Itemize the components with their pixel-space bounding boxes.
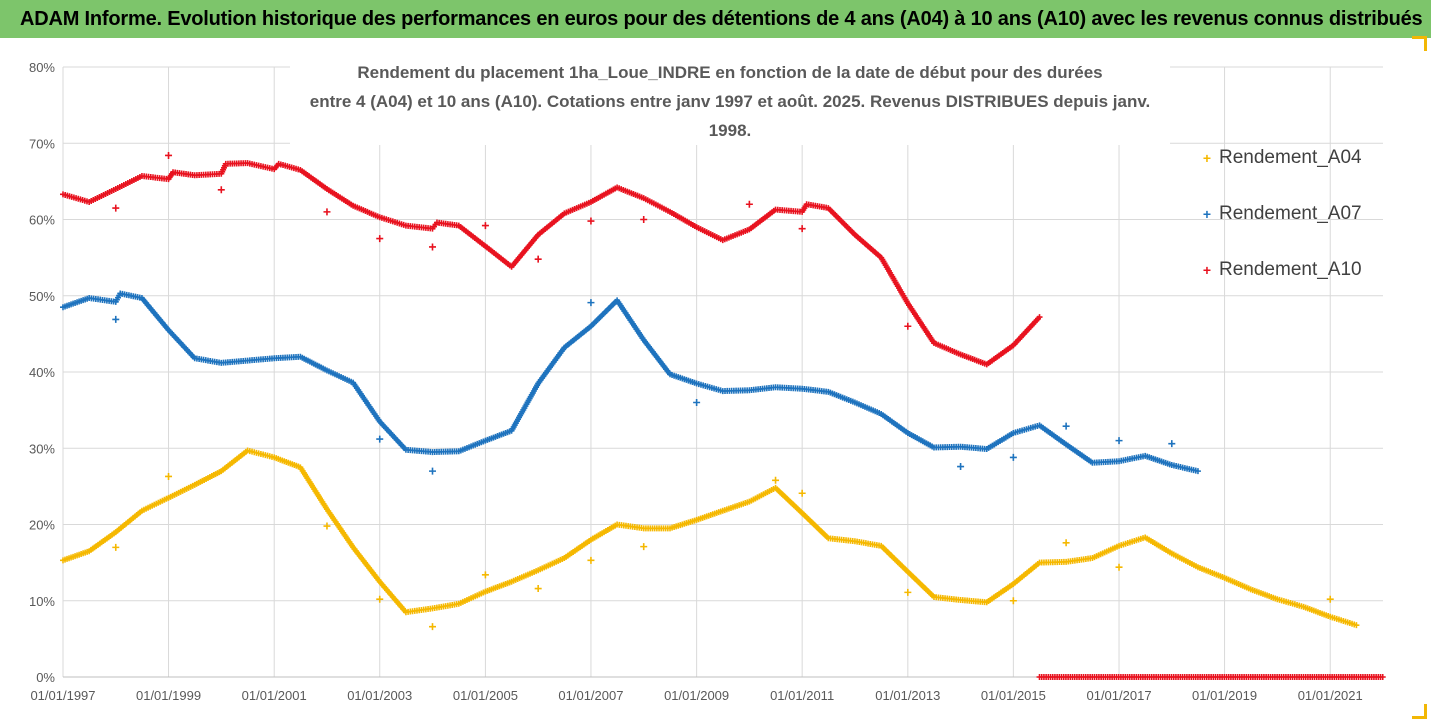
legend-item-a10: + Rendement_A10 [1197, 242, 1387, 298]
y-tick-label: 60% [29, 213, 55, 228]
outlier-point [1009, 597, 1017, 605]
x-tick-label: 01/01/2011 [770, 688, 834, 703]
x-tick-label: 01/01/2007 [558, 688, 623, 703]
data-point [1353, 622, 1360, 629]
axes: 0% 10% 20% 30% 40% 50% 60% 70% 80% 01/01/1997 01/0… [29, 60, 1383, 703]
outlier-point [904, 322, 912, 330]
x-tick-label: 01/01/2019 [1192, 688, 1257, 703]
y-tick-label: 70% [29, 136, 55, 151]
outlier-point [587, 299, 595, 307]
data-points [60, 151, 1386, 680]
grid [62, 66, 1383, 678]
outlier-point [587, 217, 595, 225]
outlier-point [429, 623, 437, 631]
legend-label-a04: Rendement_A04 [1219, 147, 1362, 168]
outlier-point [587, 556, 595, 564]
outlier-point [640, 216, 648, 223]
outlier-point [640, 543, 648, 551]
x-tick-label: 01/01/2003 [347, 688, 412, 703]
chart-title-line2: entre 4 (A04) et 10 ans (A10). Cotations… [309, 92, 1151, 140]
x-tick-label: 01/01/2001 [242, 688, 307, 703]
y-tick-label: 80% [29, 60, 55, 75]
corner-mark-bottom-right [1412, 704, 1427, 719]
outlier-point [957, 463, 965, 471]
corner-mark-top-right [1412, 36, 1427, 51]
chart: 0% 10% 20% 30% 40% 50% 60% 70% 80% 01/01/1997 01/0… [29, 60, 1386, 703]
outlier-point [112, 315, 120, 323]
outlier-point [1062, 422, 1070, 430]
banner-title: ADAM Informe. Evolution historique des p… [20, 7, 1423, 30]
legend-item-a07: + Rendement_A07 [1197, 186, 1387, 242]
legend-item-a04: + Rendement_A04 [1197, 130, 1387, 186]
x-tick-label: 01/01/2015 [981, 688, 1046, 703]
x-tick-label: 01/01/2005 [453, 688, 518, 703]
outlier-point [1009, 453, 1017, 461]
outlier-point [772, 476, 780, 484]
outlier-point [1115, 437, 1123, 445]
legend: + Rendement_A04 + Rendement_A07 + Rendem… [1197, 130, 1387, 298]
outlier-point [534, 585, 542, 593]
outlier-point [1326, 595, 1334, 603]
outlier-point [745, 200, 753, 208]
outlier-point [376, 595, 384, 603]
zero-point [1379, 674, 1386, 680]
outlier-point [323, 522, 331, 530]
data-point [1036, 314, 1043, 321]
x-tick-label: 01/01/1999 [136, 688, 201, 703]
outlier-point [481, 571, 489, 579]
x-tick-label: 01/01/2013 [875, 688, 940, 703]
legend-marker-a04: + [1202, 150, 1212, 166]
outlier-point [904, 588, 912, 596]
y-tick-label: 30% [29, 441, 55, 456]
x-tick-label: 01/01/1997 [30, 688, 95, 703]
series-rendement_a10 [60, 151, 1386, 680]
x-tick-label: 01/01/2021 [1298, 688, 1363, 703]
outlier-point [165, 151, 173, 159]
series-rendement_a07 [60, 290, 1201, 475]
legend-marker-a10: + [1202, 262, 1212, 278]
outlier-point [376, 235, 384, 243]
y-tick-label: 40% [29, 365, 55, 380]
outlier-point [1062, 539, 1070, 547]
outlier-point [376, 435, 384, 443]
outlier-point [323, 208, 331, 216]
outlier-point [165, 472, 173, 480]
outlier-point [481, 222, 489, 230]
outlier-point [693, 399, 701, 406]
y-tick-label: 50% [29, 289, 55, 304]
y-tick-label: 20% [29, 518, 55, 533]
outlier-point [112, 204, 120, 212]
outlier-point [534, 255, 542, 263]
series-rendement_a04 [60, 447, 1360, 631]
outlier-point [217, 186, 225, 194]
outlier-point [1115, 563, 1123, 571]
x-tick-label: 01/01/2017 [1086, 688, 1151, 703]
x-tick-label: 01/01/2009 [664, 688, 729, 703]
data-point [1194, 468, 1201, 475]
legend-label-a10: Rendement_A10 [1219, 259, 1362, 280]
outlier-point [798, 489, 806, 497]
outlier-point [798, 225, 806, 233]
legend-marker-a07: + [1202, 206, 1212, 222]
outlier-point [429, 467, 437, 475]
chart-title-line1: Rendement du placement 1ha_Loue_INDRE en… [357, 63, 1103, 82]
title-banner: ADAM Informe. Evolution historique des p… [0, 0, 1431, 38]
chart-title: Rendement du placement 1ha_Loue_INDRE en… [290, 58, 1170, 145]
y-tick-label: 10% [29, 594, 55, 609]
outlier-point [429, 243, 437, 251]
legend-label-a07: Rendement_A07 [1219, 203, 1362, 224]
y-tick-label: 0% [36, 670, 55, 685]
outlier-point [1168, 440, 1176, 448]
outlier-point [112, 543, 120, 551]
